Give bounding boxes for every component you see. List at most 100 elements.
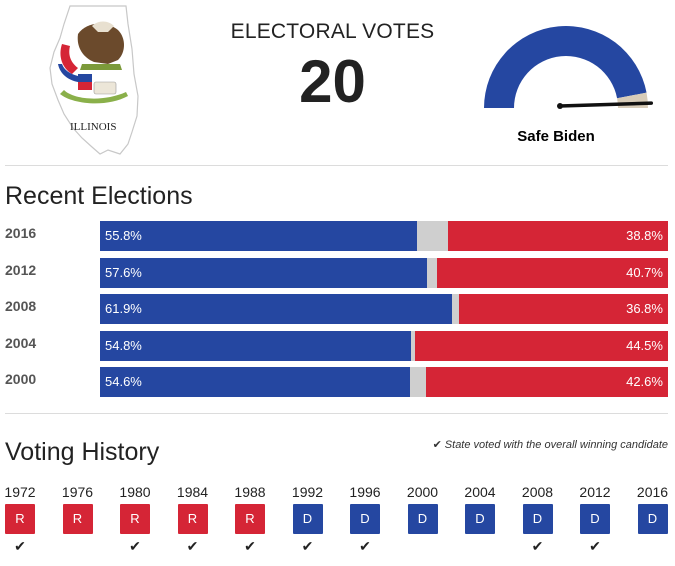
- rep-share-label: 44.5%: [626, 337, 663, 353]
- party-badge: R: [120, 504, 150, 534]
- election-year: 2008: [5, 298, 37, 314]
- recent-elections-title: Recent Elections: [5, 182, 193, 210]
- election-row: 2004 54.8% 44.5%: [0, 330, 675, 361]
- history-year: 1980: [119, 484, 151, 500]
- state-map-label: ILLINOIS: [70, 121, 116, 133]
- election-row: 2000 54.6% 42.6%: [0, 367, 675, 397]
- history-year: 1988: [234, 484, 266, 500]
- dem-share-segment: 54.6%: [100, 367, 411, 397]
- election-year: 2016: [5, 225, 37, 241]
- other-share-segment: [410, 367, 427, 397]
- state-map-illinois: ILLINOIS: [49, 5, 139, 155]
- party-badge: D: [465, 504, 495, 534]
- check-icon: [405, 538, 441, 556]
- rep-share-label: 36.8%: [626, 301, 663, 316]
- check-icon: ✔: [359, 538, 371, 554]
- gauge-needle: [558, 101, 654, 108]
- election-result-bar: 55.8% 38.8%: [100, 221, 668, 251]
- history-year: 1992: [291, 484, 324, 500]
- check-icon: ✔: [531, 538, 544, 554]
- gauge-dem-arc: [484, 25, 647, 109]
- history-year: 1972: [4, 484, 36, 500]
- party-badge: R: [235, 504, 265, 534]
- gauge-needle-hub: [557, 103, 563, 109]
- party-badge: D: [350, 504, 380, 534]
- election-year: 2000: [5, 371, 37, 387]
- rating-label: Safe Biden: [517, 128, 595, 145]
- dem-share-segment: 54.8%: [100, 330, 412, 361]
- rep-share-label: 42.6%: [626, 374, 663, 389]
- rep-share-segment: 36.8%: [458, 294, 668, 324]
- history-year-item: 2012 D ✔: [577, 484, 613, 556]
- history-year: 2004: [464, 484, 496, 500]
- election-row: 2012 57.6% 40.7%: [0, 257, 675, 288]
- electoral-votes-label: ELECTORAL VOTES: [230, 20, 435, 43]
- legend-text: State voted with the overall winning can…: [444, 439, 668, 451]
- check-icon: ✔: [186, 538, 199, 554]
- dem-share-label: 57.6%: [105, 264, 142, 280]
- history-year: 2012: [579, 484, 611, 500]
- history-year-item: 2008 D ✔: [520, 484, 556, 556]
- history-year-item: 1972 R ✔: [2, 484, 38, 556]
- election-year: 2004: [5, 334, 37, 351]
- party-badge: D: [292, 504, 323, 534]
- rep-share-segment: 44.5%: [415, 330, 668, 361]
- history-year: 2008: [521, 484, 554, 500]
- rep-share-label: 38.8%: [626, 228, 663, 243]
- election-year: 2012: [5, 261, 37, 278]
- voting-history-list: 1972 R ✔ 1976 R 1980 R ✔ 1984 R ✔ 1988 R ✔ 1992 D ✔ 1996 D…: [0, 484, 675, 564]
- party-badge: D: [580, 504, 610, 534]
- history-year-item: 1992 D ✔: [290, 484, 326, 556]
- check-icon: ✔: [432, 439, 442, 451]
- history-year-item: 1976 R: [60, 484, 96, 556]
- party-badge: D: [522, 504, 553, 534]
- dem-share-segment: 57.6%: [100, 257, 428, 288]
- other-share-segment: [416, 221, 448, 251]
- other-share-segment: [451, 294, 459, 324]
- other-share-segment: [427, 257, 437, 288]
- election-result-bar: 54.8% 44.5%: [100, 330, 668, 361]
- check-icon: [635, 538, 671, 556]
- other-share-segment: [411, 330, 416, 361]
- divider: [5, 165, 668, 166]
- dem-share-label: 55.8%: [105, 228, 142, 243]
- rating-gauge: [484, 25, 654, 109]
- state-seal-icon: [58, 21, 128, 104]
- voting-history-legend: ✔ State voted with the overall winning ca…: [433, 438, 668, 451]
- divider: [5, 413, 668, 414]
- history-year: 1996: [349, 484, 381, 500]
- election-result-bar: 61.9% 36.8%: [100, 294, 668, 324]
- voting-history-title: Voting History: [5, 438, 160, 466]
- dem-share-label: 54.8%: [105, 337, 142, 353]
- history-year: 1984: [176, 484, 209, 500]
- check-icon: ✔: [301, 538, 314, 554]
- check-icon: ✔: [129, 538, 141, 554]
- history-year-item: 1984 R ✔: [175, 484, 211, 556]
- dem-share-segment: 55.8%: [100, 221, 417, 251]
- election-row: 2016 55.8% 38.8%: [0, 221, 675, 251]
- check-icon: [60, 538, 96, 556]
- history-year: 2016: [636, 484, 669, 500]
- rep-share-label: 40.7%: [626, 264, 663, 280]
- history-year-item: 1988 R ✔: [232, 484, 268, 556]
- rep-share-segment: 42.6%: [426, 367, 668, 397]
- rep-share-segment: 38.8%: [447, 221, 668, 251]
- party-badge: R: [5, 504, 35, 534]
- check-icon: ✔: [589, 538, 601, 554]
- history-year: 2000: [406, 484, 439, 500]
- rep-share-segment: 40.7%: [436, 257, 668, 288]
- party-badge: R: [62, 504, 93, 534]
- party-badge: D: [637, 504, 668, 534]
- history-year-item: 1980 R ✔: [117, 484, 153, 556]
- history-year-item: 2004 D: [462, 484, 498, 556]
- electoral-votes-count: 20: [299, 48, 366, 115]
- election-result-bar: 57.6% 40.7%: [100, 257, 668, 288]
- party-badge: R: [177, 504, 208, 534]
- dem-share-segment: 61.9%: [100, 294, 452, 324]
- party-badge: D: [407, 504, 438, 534]
- check-icon: ✔: [244, 538, 256, 554]
- election-result-bar: 54.6% 42.6%: [100, 367, 668, 397]
- history-year-item: 2000 D: [405, 484, 441, 556]
- check-icon: [462, 538, 498, 556]
- dem-share-label: 61.9%: [105, 301, 142, 316]
